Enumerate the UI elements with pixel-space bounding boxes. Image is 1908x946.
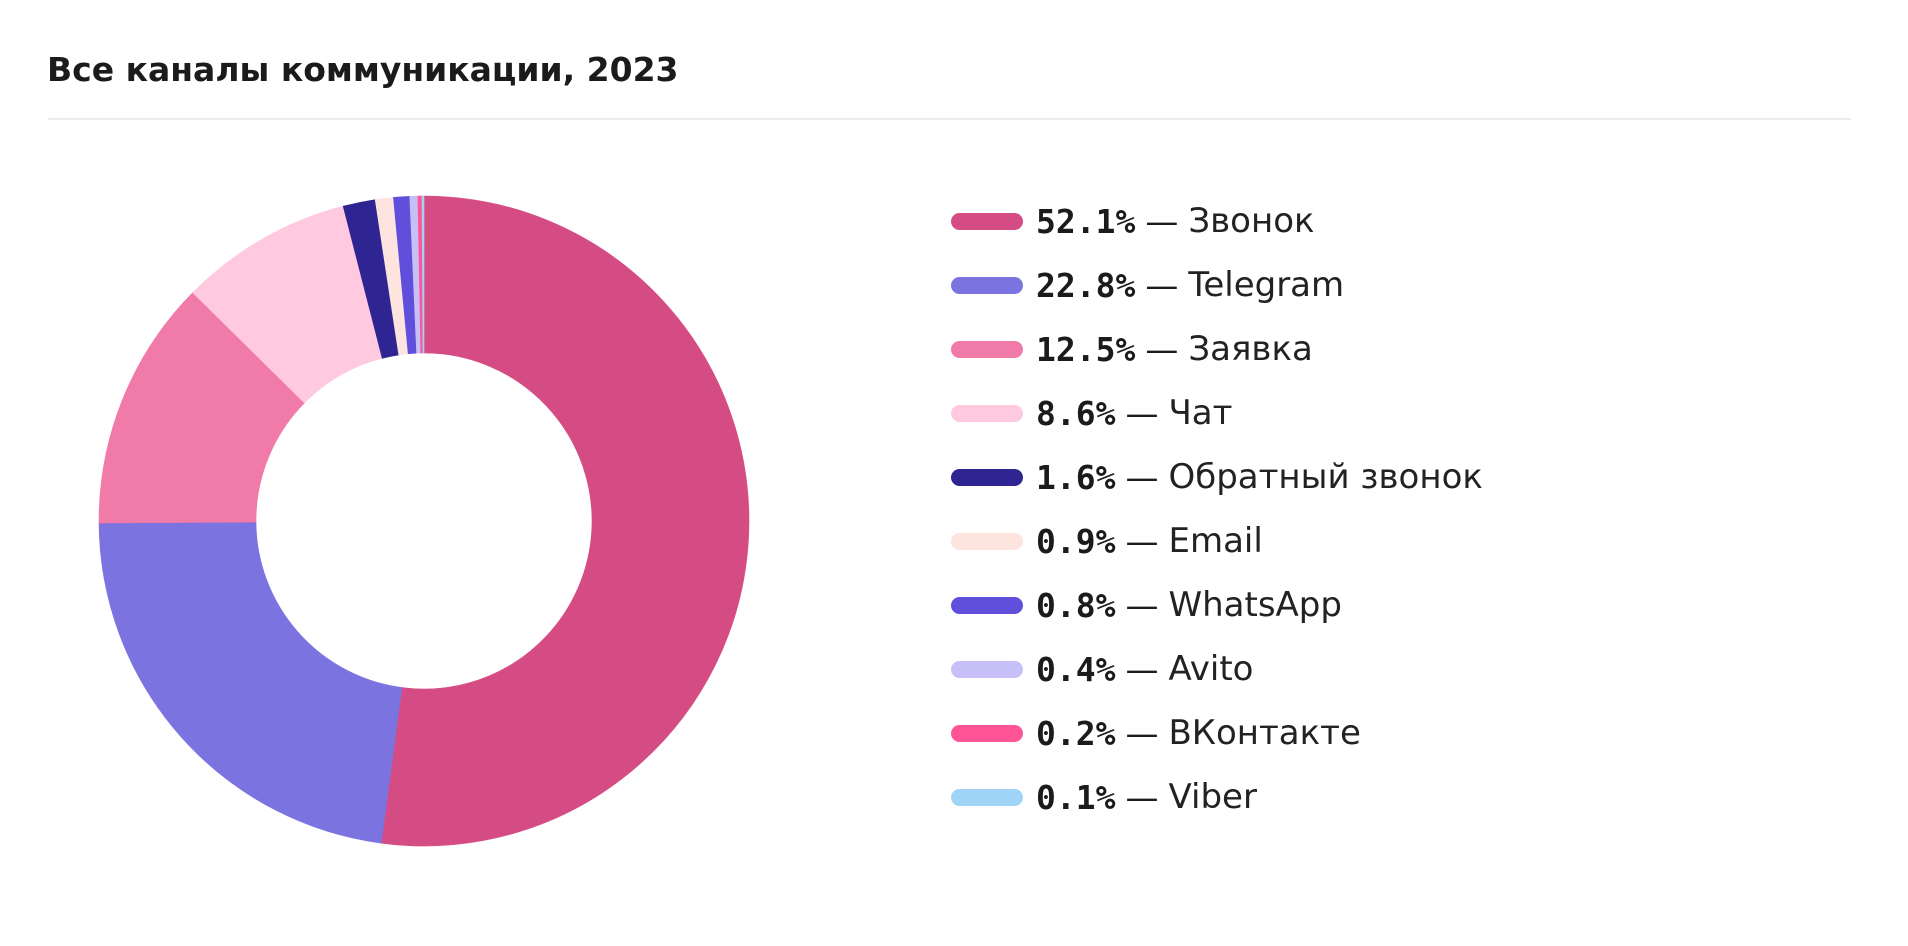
legend-percent: 0.9%	[1036, 521, 1116, 561]
legend-label: Email	[1168, 521, 1263, 561]
legend-separator: —	[1125, 649, 1159, 689]
legend-item-1[interactable]: 22.8% — Telegram	[951, 253, 1483, 317]
legend-swatch	[951, 340, 1023, 358]
legend-percent: 52.1%	[1036, 201, 1136, 241]
legend-item-9[interactable]: 0.1% — Viber	[951, 765, 1483, 829]
legend-swatch	[951, 532, 1023, 550]
legend-label: Avito	[1168, 649, 1254, 689]
legend-percent: 22.8%	[1036, 265, 1136, 305]
legend-item-0[interactable]: 52.1% — Звонок	[951, 189, 1483, 253]
legend-label: Звонок	[1188, 201, 1315, 241]
legend-swatch	[951, 404, 1023, 422]
legend-swatch	[951, 212, 1023, 230]
legend-separator: —	[1125, 521, 1159, 561]
legend-item-5[interactable]: 0.9% — Email	[951, 509, 1483, 573]
legend-percent: 12.5%	[1036, 329, 1136, 369]
legend-percent: 8.6%	[1036, 393, 1116, 433]
legend-separator: —	[1125, 457, 1159, 497]
legend-percent: 0.4%	[1036, 649, 1116, 689]
legend-item-4[interactable]: 1.6% — Обратный звонок	[951, 445, 1483, 509]
legend-swatch	[951, 660, 1023, 678]
legend-swatch	[951, 276, 1023, 294]
legend-separator: —	[1125, 713, 1159, 753]
legend-item-2[interactable]: 12.5% — Заявка	[951, 317, 1483, 381]
legend-label: ВКонтакте	[1168, 713, 1361, 753]
legend-swatch	[951, 468, 1023, 486]
legend-separator: —	[1125, 585, 1159, 625]
chart-legend: 52.1% — Звонок 22.8% — Telegram 12.5% — Заявка 8.…	[951, 189, 1483, 829]
legend-percent: 0.8%	[1036, 585, 1116, 625]
legend-label: Telegram	[1188, 265, 1345, 305]
legend-separator: —	[1125, 777, 1159, 817]
donut-chart	[98, 195, 750, 847]
slice-1[interactable]	[98, 521, 403, 844]
legend-label: Заявка	[1188, 329, 1313, 369]
legend-separator: —	[1145, 201, 1179, 241]
legend-label: Обратный звонок	[1168, 457, 1483, 497]
legend-percent: 0.2%	[1036, 713, 1116, 753]
legend-swatch	[951, 596, 1023, 614]
legend-separator: —	[1145, 329, 1179, 369]
slice-0[interactable]	[380, 195, 750, 847]
legend-separator: —	[1125, 393, 1159, 433]
legend-swatch	[951, 788, 1023, 806]
legend-item-3[interactable]: 8.6% — Чат	[951, 381, 1483, 445]
chart-title: Все каналы коммуникации, 2023	[47, 50, 679, 89]
legend-percent: 0.1%	[1036, 777, 1116, 817]
legend-swatch	[951, 724, 1023, 742]
legend-item-8[interactable]: 0.2% — ВКонтакте	[951, 701, 1483, 765]
legend-separator: —	[1145, 265, 1179, 305]
legend-percent: 1.6%	[1036, 457, 1116, 497]
legend-label: WhatsApp	[1168, 585, 1342, 625]
legend-item-7[interactable]: 0.4% — Avito	[951, 637, 1483, 701]
legend-item-6[interactable]: 0.8% — WhatsApp	[951, 573, 1483, 637]
legend-label: Чат	[1168, 393, 1233, 433]
title-divider	[48, 118, 1851, 120]
legend-label: Viber	[1168, 777, 1257, 817]
slice-9[interactable]	[421, 195, 425, 354]
